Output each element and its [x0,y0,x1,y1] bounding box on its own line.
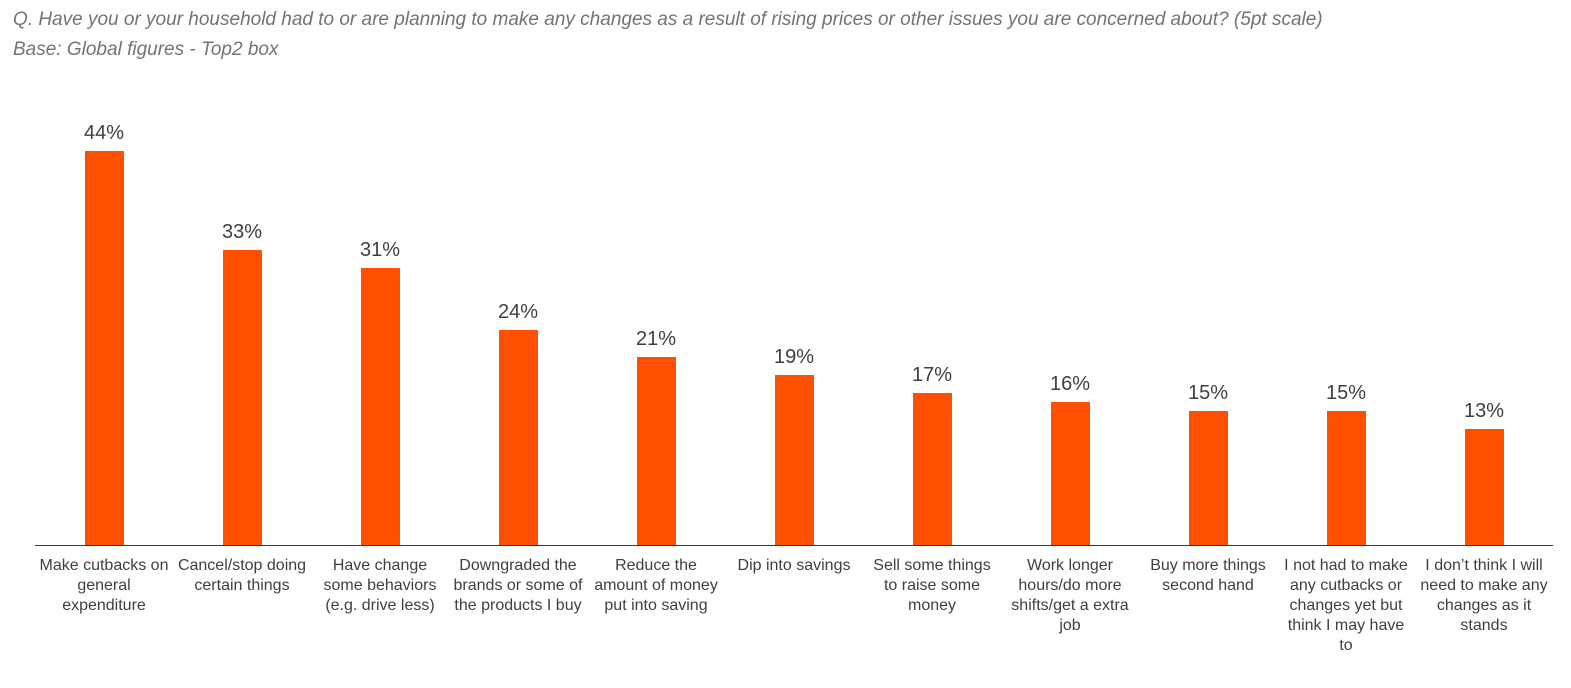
category-label: Make cutbacks on general expenditure [39,557,169,614]
category-cell: Reduce the amount of money put into savi… [587,556,725,616]
category-label: Downgraded the brands or some of the pro… [453,557,583,614]
category-cell: I don’t think I will need to make any ch… [1415,556,1553,636]
category-label: I not had to make any cutbacks or change… [1284,557,1408,654]
bar [774,375,814,545]
category-cell: Work longer hours/do more shifts/get a e… [1001,556,1139,636]
bar [1050,402,1090,545]
bar [1188,411,1228,545]
bar-column: 16% [1001,100,1139,545]
category-cell: Make cutbacks on general expenditure [35,556,173,616]
bar [636,357,676,545]
category-cell: Have change some behaviors (e.g. drive l… [311,556,449,616]
category-cell: I not had to make any cutbacks or change… [1277,556,1415,656]
bar-value-label: 15% [1187,382,1229,404]
bar-column: 31% [311,100,449,545]
bar-value-label: 44% [83,122,125,144]
bar-column: 17% [863,100,1001,545]
bar-value-label: 24% [497,301,539,323]
bar [498,330,538,545]
category-label: Work longer hours/do more shifts/get a e… [1011,557,1129,634]
bar-value-label: 19% [773,346,815,368]
bar-value-label: 21% [635,328,677,350]
bar-value-label: 17% [911,364,953,386]
category-label: Cancel/stop doing certain things [177,557,307,594]
category-cell: Cancel/stop doing certain things [173,556,311,596]
bar [912,393,952,545]
category-label: Reduce the amount of money put into savi… [594,557,718,614]
title-block: Q. Have you or your household had to or … [13,5,1558,65]
category-label: Dip into savings [737,557,851,574]
category-label: Sell some things to raise some money [873,557,991,614]
bar [1464,429,1504,545]
category-axis-labels: Make cutbacks on general expenditure Canc… [35,556,1553,656]
bar-column: 13% [1415,100,1553,545]
bar-value-label: 33% [221,221,263,243]
chart-base-subtitle: Base: Global figures - Top2 box [13,39,279,60]
category-label: I don’t think I will need to make any ch… [1420,557,1548,634]
bar [222,250,262,545]
bar-value-label: 16% [1049,373,1091,395]
bar [360,268,400,545]
category-cell: Downgraded the brands or some of the pro… [449,556,587,616]
bar-chart-plot-area: 44% 33% 31% 24% 21% 19% 17% 16% 15% 15% 13% [35,100,1553,546]
bar-column: 15% [1139,100,1277,545]
bar [84,151,124,545]
category-cell: Dip into savings [725,556,863,576]
bar [1326,411,1366,545]
bar-column: 21% [587,100,725,545]
bar-value-label: 13% [1463,400,1505,422]
bar-column: 33% [173,100,311,545]
chart-question-title: Q. Have you or your household had to or … [13,9,1323,30]
category-label: Buy more things second hand [1150,557,1266,594]
bar-column: 15% [1277,100,1415,545]
bar-value-label: 15% [1325,382,1367,404]
bar-column: 19% [725,100,863,545]
category-label: Have change some behaviors (e.g. drive l… [323,557,437,614]
bar-column: 44% [35,100,173,545]
category-cell: Buy more things second hand [1139,556,1277,596]
category-cell: Sell some things to raise some money [863,556,1001,616]
bar-value-label: 31% [359,239,401,261]
bar-column: 24% [449,100,587,545]
